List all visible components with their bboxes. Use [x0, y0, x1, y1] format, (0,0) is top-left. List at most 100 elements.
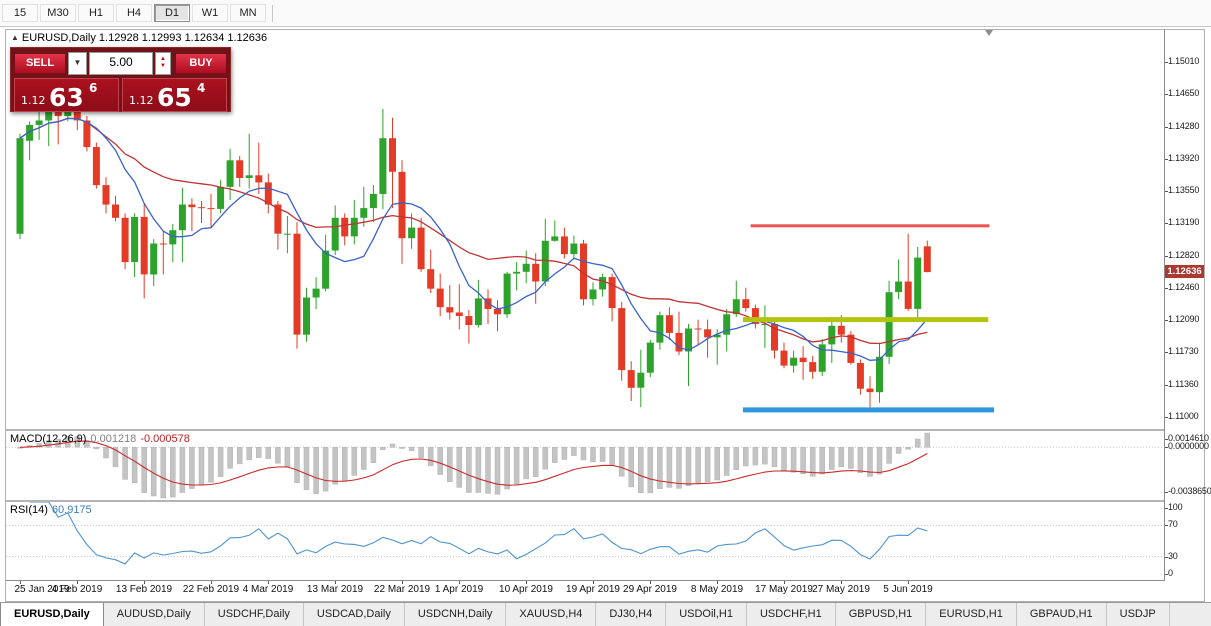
- time-axis-tick: [77, 581, 78, 584]
- price-chart-pane[interactable]: ▲ EURUSD,Daily 1.12928 1.12993 1.12634 1.…: [6, 30, 1164, 429]
- candles-layer: [16, 95, 931, 411]
- sell-button[interactable]: SELL: [14, 52, 66, 74]
- buy-button[interactable]: BUY: [175, 52, 227, 74]
- volume-dropdown-button[interactable]: ▼: [68, 51, 87, 75]
- chart-ohlc-readout: ▲ EURUSD,Daily 1.12928 1.12993 1.12634 1.…: [11, 32, 267, 44]
- axis-tick: [1165, 385, 1168, 386]
- support-mid-hline[interactable]: [742, 317, 989, 323]
- rsi-canvas: [6, 502, 1164, 565]
- rsi-pane[interactable]: RSI(14) 60.9175: [6, 502, 1164, 580]
- time-axis-tick: [593, 581, 594, 584]
- axis-tick: [1165, 94, 1168, 95]
- time-axis-tick: [717, 581, 718, 584]
- axis-tick: [1165, 508, 1168, 509]
- timeframe-button-15[interactable]: 15: [2, 4, 38, 22]
- volume-stepper[interactable]: ▲ ▼: [155, 51, 171, 75]
- time-axis-label: 22 Feb 2019: [182, 584, 240, 595]
- chart-tab-usdjp[interactable]: USDJP: [1107, 603, 1170, 626]
- chart-tab-eurusd-daily[interactable]: EURUSD,Daily: [0, 603, 104, 626]
- macd-axis-label: 0.0014610: [1168, 433, 1209, 443]
- price-axis[interactable]: 1.15010 1.14650 1.14280 1.13920 1.13550 1.131…: [1165, 30, 1211, 580]
- chart-tabs-bar: EURUSD,Daily AUDUSD,Daily USDCHF,Daily USDC…: [0, 602, 1211, 626]
- time-axis-tick: [268, 581, 269, 584]
- chart-tab-dj30-h4[interactable]: DJ30,H4: [596, 603, 667, 626]
- price-axis-label: 1.13920: [1168, 153, 1200, 163]
- pane-divider[interactable]: [6, 429, 1204, 431]
- axis-tick: [1165, 525, 1168, 526]
- macd-histogram: [17, 432, 931, 499]
- rsi-axis-label: 0: [1168, 568, 1173, 578]
- time-axis-label: 29 Apr 2019: [623, 584, 677, 595]
- volume-input[interactable]: 5.00: [89, 51, 153, 75]
- time-axis-tick: [841, 581, 842, 584]
- timeframe-button-d1[interactable]: D1: [154, 4, 190, 22]
- axis-tick: [1165, 62, 1168, 63]
- chart-tab-gbpaud-h1[interactable]: GBPAUD,H1: [1017, 603, 1107, 626]
- price-axis-label: 1.14280: [1168, 121, 1200, 131]
- ma-fast-line: [19, 117, 928, 361]
- axis-tick: [1165, 417, 1168, 418]
- timeframe-button-h4[interactable]: H4: [116, 4, 152, 22]
- rsi-name: RSI(14): [10, 504, 48, 516]
- timeframe-toolbar: 15 M30 H1 H4 D1 W1 MN: [0, 0, 1211, 27]
- chart-tab-eurusd-h1[interactable]: EURUSD,H1: [926, 603, 1017, 626]
- rsi-axis-label: 100: [1168, 502, 1183, 512]
- chart-tab-gbpusd-h1[interactable]: GBPUSD,H1: [836, 603, 927, 626]
- buy-price-display: 1.12 65 4: [122, 78, 227, 112]
- time-axis-tick: [908, 581, 909, 584]
- macd-axis-label: 0.0000000: [1168, 441, 1209, 451]
- time-axis-label: 13 Feb 2019: [115, 584, 173, 595]
- pane-divider[interactable]: [6, 500, 1204, 502]
- timeframe-button-h1[interactable]: H1: [78, 4, 114, 22]
- time-axis-label: 1 Apr 2019: [434, 584, 484, 595]
- time-axis-label: 22 Mar 2019: [373, 584, 431, 595]
- time-axis-label: 27 May 2019: [812, 584, 870, 595]
- macd-signal-line: [19, 440, 928, 486]
- price-axis-label: 1.11360: [1168, 379, 1199, 389]
- axis-tick: [1165, 288, 1168, 289]
- time-axis-tick: [459, 581, 460, 584]
- price-chart-canvas: [16, 95, 995, 413]
- time-axis-label: 8 May 2019: [690, 584, 744, 595]
- time-axis-tick: [526, 581, 527, 584]
- axis-tick: [1165, 191, 1168, 192]
- price-axis-label: 1.14650: [1168, 88, 1200, 98]
- spin-down-icon: ▼: [160, 63, 166, 69]
- time-axis-label: 19 Apr 2019: [566, 584, 620, 595]
- time-axis[interactable]: 25 Jan 2019 4 Feb 2019 13 Feb 2019 22 Feb 2…: [6, 581, 1165, 601]
- time-axis-line: [6, 580, 1165, 581]
- buy-price-prefix: 1.12: [129, 94, 154, 107]
- time-axis-label: 5 Jun 2019: [883, 584, 933, 595]
- current-price-badge: 1.12636: [1165, 265, 1204, 278]
- axis-tick: [1165, 557, 1168, 558]
- timeframe-button-w1[interactable]: W1: [192, 4, 228, 22]
- chart-tab-usdoil-h1[interactable]: USDOil,H1: [666, 603, 747, 626]
- macd-pane[interactable]: MACD(12,26,9) 0.001218 -0.000578: [6, 431, 1164, 500]
- timeframe-button-mn[interactable]: MN: [230, 4, 266, 22]
- macd-value-signal: -0.000578: [140, 433, 190, 445]
- chart-tab-usdcnh-daily[interactable]: USDCNH,Daily: [405, 603, 507, 626]
- sell-price-prefix: 1.12: [21, 94, 46, 107]
- time-axis-label: 4 Feb 2019: [51, 584, 103, 595]
- chart-tab-audusd-daily[interactable]: AUDUSD,Daily: [104, 603, 205, 626]
- chart-tab-usdchf-h1[interactable]: USDCHF,H1: [747, 603, 836, 626]
- price-axis-label: 1.13550: [1168, 185, 1200, 195]
- time-axis-label: 13 Mar 2019: [306, 584, 364, 595]
- time-axis-tick: [784, 581, 785, 584]
- support-low-hline[interactable]: [742, 407, 995, 413]
- resistance-hline[interactable]: [750, 224, 990, 228]
- timeframe-button-m30[interactable]: M30: [40, 4, 76, 22]
- rsi-value: 60.9175: [51, 504, 92, 516]
- chart-shift-marker[interactable]: [985, 30, 993, 36]
- chart-tab-xauusd-h4[interactable]: XAUUSD,H4: [506, 603, 597, 626]
- chart-tab-usdchf-daily[interactable]: USDCHF,Daily: [205, 603, 304, 626]
- chart-tab-usdcad-daily[interactable]: USDCAD,Daily: [304, 603, 405, 626]
- axis-tick: [1165, 447, 1168, 448]
- ma-slow-line: [19, 117, 928, 345]
- time-axis-tick: [650, 581, 651, 584]
- chart-icon: ▲: [11, 33, 19, 42]
- axis-tick: [1165, 492, 1168, 493]
- time-axis-tick: [335, 581, 336, 584]
- sell-price-sup: 6: [89, 81, 98, 95]
- axis-tick: [1165, 127, 1168, 128]
